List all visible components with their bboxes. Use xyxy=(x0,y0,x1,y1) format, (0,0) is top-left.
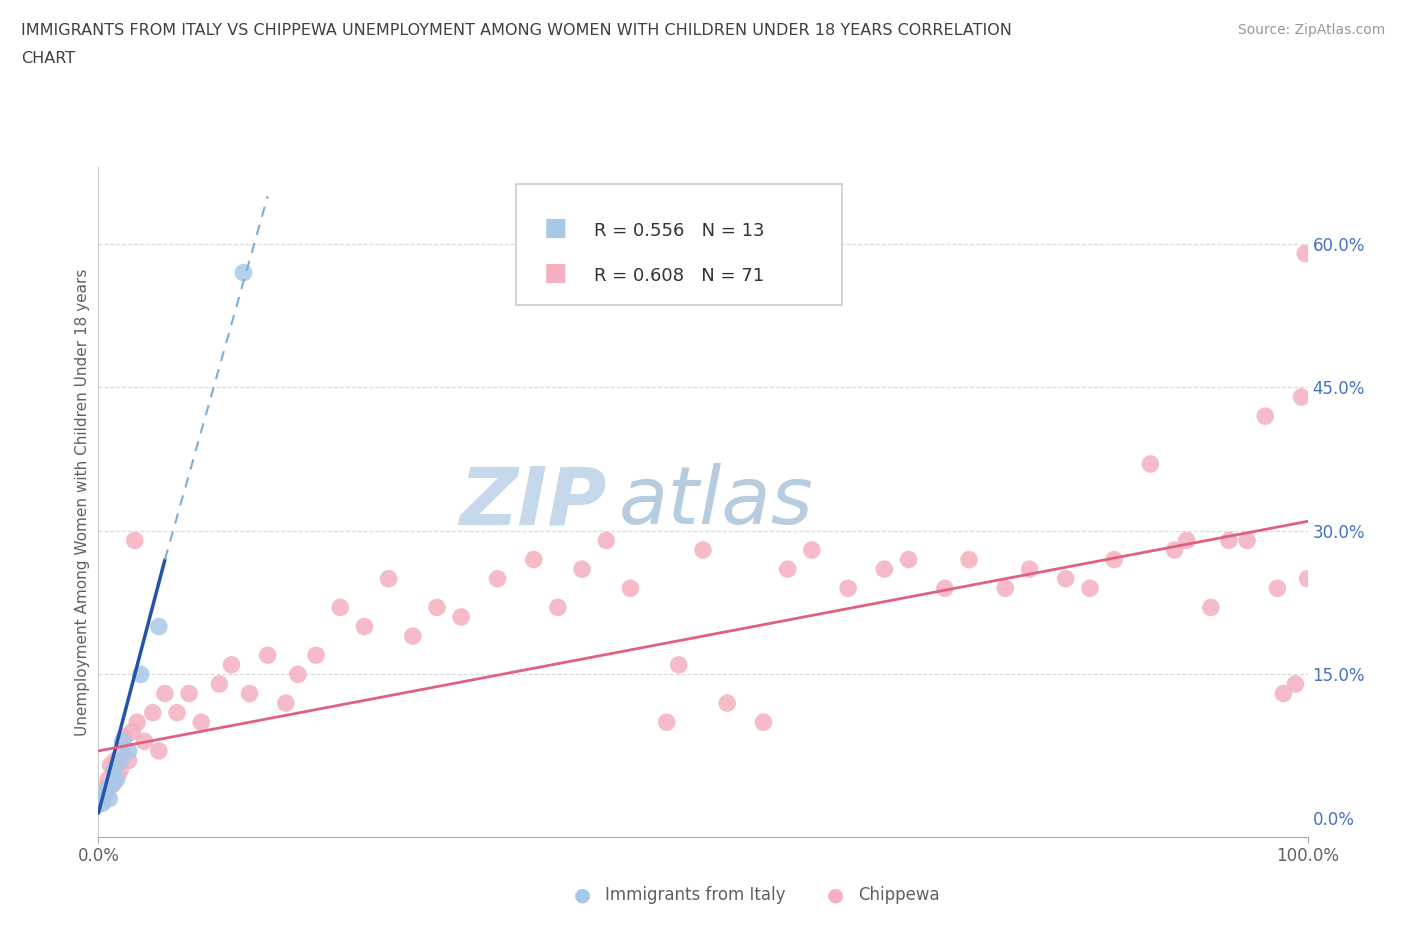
Point xyxy=(837,581,859,596)
Point xyxy=(108,753,131,768)
Point xyxy=(957,552,980,567)
Point xyxy=(90,796,112,811)
FancyBboxPatch shape xyxy=(516,184,842,305)
Point xyxy=(118,753,141,768)
Text: ZIP: ZIP xyxy=(458,463,606,541)
Point xyxy=(91,796,114,811)
Point xyxy=(121,724,143,739)
Text: ■: ■ xyxy=(543,260,567,285)
Point xyxy=(148,743,170,758)
Point xyxy=(166,705,188,720)
Point xyxy=(105,772,128,787)
Point xyxy=(1236,533,1258,548)
Point xyxy=(148,619,170,634)
Point xyxy=(101,777,124,791)
Point xyxy=(377,571,399,586)
Point xyxy=(1294,246,1316,261)
Point xyxy=(523,552,546,567)
Point xyxy=(329,600,352,615)
Point xyxy=(486,571,509,586)
Point xyxy=(305,648,328,663)
Text: atlas: atlas xyxy=(619,463,813,541)
Text: Immigrants from Italy: Immigrants from Italy xyxy=(605,885,785,904)
Point xyxy=(111,734,134,749)
Point xyxy=(800,542,823,557)
Point xyxy=(118,743,141,758)
Point xyxy=(96,782,118,797)
Point xyxy=(595,533,617,548)
Point xyxy=(547,600,569,615)
Text: Source: ZipAtlas.com: Source: ZipAtlas.com xyxy=(1237,23,1385,37)
Point xyxy=(934,581,956,596)
Point xyxy=(97,772,120,787)
Point xyxy=(994,581,1017,596)
Point xyxy=(1175,533,1198,548)
Point xyxy=(100,777,122,791)
Point xyxy=(190,715,212,730)
Point xyxy=(124,533,146,548)
Point xyxy=(93,787,115,802)
Point xyxy=(134,734,156,749)
Point xyxy=(103,763,125,777)
Point xyxy=(142,705,165,720)
Point xyxy=(221,658,243,672)
Point xyxy=(1254,408,1277,423)
Point xyxy=(232,265,254,280)
Point xyxy=(153,686,176,701)
Point xyxy=(776,562,799,577)
Point xyxy=(752,715,775,730)
Point xyxy=(239,686,262,701)
Point xyxy=(1199,600,1222,615)
Point xyxy=(100,758,122,773)
Text: Chippewa: Chippewa xyxy=(858,885,939,904)
Point xyxy=(208,676,231,691)
Point xyxy=(692,542,714,557)
Point xyxy=(114,729,136,744)
Point xyxy=(1218,533,1240,548)
Point xyxy=(108,763,131,777)
Text: R = 0.608   N = 71: R = 0.608 N = 71 xyxy=(595,267,765,285)
Point xyxy=(1054,571,1077,586)
Point xyxy=(571,562,593,577)
Point xyxy=(94,787,117,802)
Point xyxy=(1284,676,1306,691)
Y-axis label: Unemployment Among Women with Children Under 18 years: Unemployment Among Women with Children U… xyxy=(75,269,90,736)
Point xyxy=(107,767,129,782)
Point xyxy=(897,552,920,567)
Text: R = 0.556   N = 13: R = 0.556 N = 13 xyxy=(595,222,765,240)
Text: ●: ● xyxy=(827,885,844,904)
Point xyxy=(353,619,375,634)
Point xyxy=(1018,562,1040,577)
Point xyxy=(426,600,449,615)
Point xyxy=(668,658,690,672)
Point xyxy=(619,581,641,596)
Point xyxy=(1139,457,1161,472)
Text: CHART: CHART xyxy=(21,51,75,66)
Point xyxy=(287,667,309,682)
Point xyxy=(1296,571,1319,586)
Point xyxy=(98,791,121,806)
Point xyxy=(111,743,134,758)
Text: ■: ■ xyxy=(543,216,567,240)
Text: IMMIGRANTS FROM ITALY VS CHIPPEWA UNEMPLOYMENT AMONG WOMEN WITH CHILDREN UNDER 1: IMMIGRANTS FROM ITALY VS CHIPPEWA UNEMPL… xyxy=(21,23,1012,38)
Point xyxy=(402,629,425,644)
Point xyxy=(655,715,678,730)
Point xyxy=(104,753,127,768)
Point xyxy=(716,696,738,711)
Text: ●: ● xyxy=(574,885,591,904)
Point xyxy=(1272,686,1295,701)
Point xyxy=(1163,542,1185,557)
Point xyxy=(1291,390,1313,405)
Point xyxy=(129,667,152,682)
Point xyxy=(179,686,201,701)
Point xyxy=(450,609,472,624)
Point xyxy=(1102,552,1125,567)
Point xyxy=(1078,581,1101,596)
Point xyxy=(91,782,114,797)
Point xyxy=(873,562,896,577)
Point xyxy=(127,715,149,730)
Point xyxy=(1267,581,1289,596)
Point xyxy=(256,648,278,663)
Point xyxy=(274,696,297,711)
